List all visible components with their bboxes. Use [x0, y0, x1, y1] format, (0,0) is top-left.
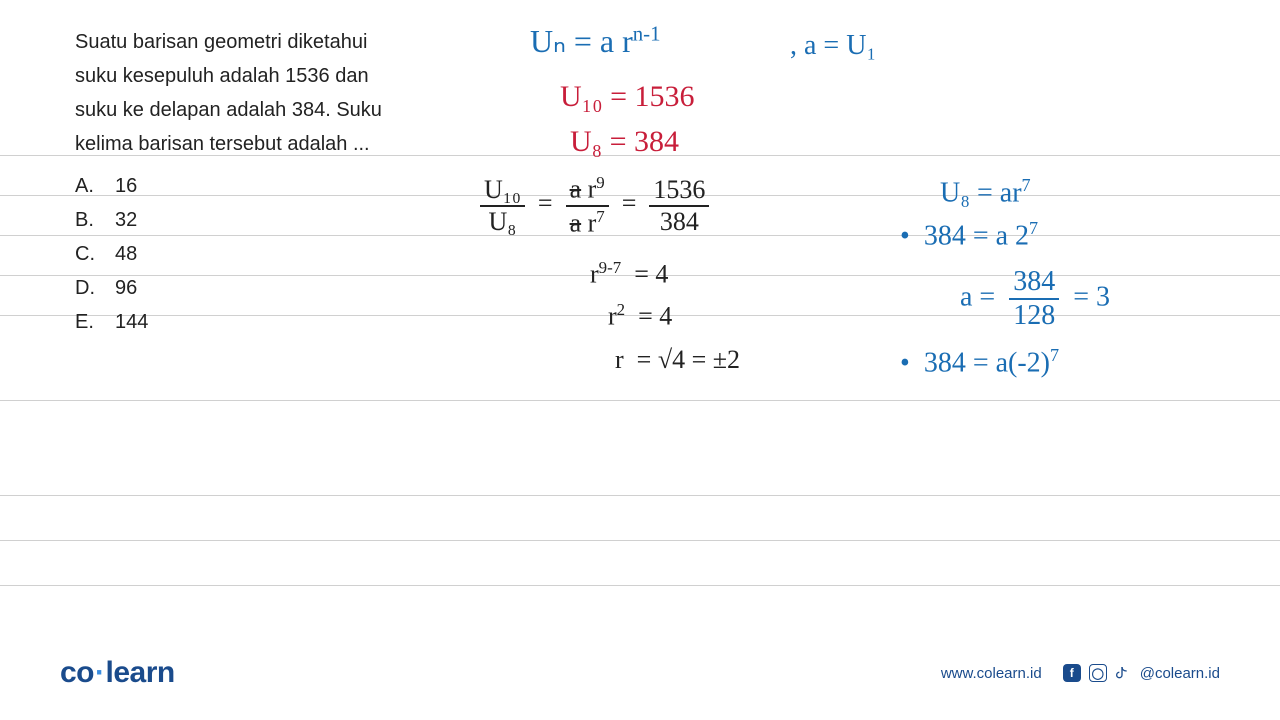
logo-learn: learn	[106, 656, 175, 689]
formula-un: Uₙ = a rn-1	[530, 22, 661, 60]
option-letter: E.	[75, 305, 97, 339]
option-letter: A.	[75, 169, 97, 203]
solve-neg: • 384 = a(-2)7	[900, 345, 1059, 379]
problem-text: Suatu barisan geometri diketahui suku ke…	[75, 25, 415, 161]
option-value: 144	[115, 305, 148, 339]
r-step2: r2 = 4	[608, 300, 672, 332]
r-step3: r = √4 = ±2	[615, 345, 740, 375]
option-letter: B.	[75, 203, 97, 237]
brand-logo: co·learn	[60, 656, 175, 690]
social-icons: f ◯ @colearn.id	[1062, 663, 1220, 683]
option-d: D. 96	[75, 271, 415, 305]
tiktok-icon	[1114, 663, 1134, 683]
option-b: B. 32	[75, 203, 415, 237]
logo-dot-icon: ·	[95, 656, 105, 689]
problem-block: Suatu barisan geometri diketahui suku ke…	[75, 25, 415, 339]
footer: co·learn www.colearn.id f ◯ @colearn.id	[0, 656, 1280, 690]
r-step1: r9-7 = 4	[590, 258, 668, 290]
solve-a-step2: a = 384 128 = 3	[960, 268, 1110, 330]
u10-value: U₁₀ = 1536	[560, 80, 695, 114]
option-value: 48	[115, 237, 137, 271]
solve-a-step1: • 384 = a 27	[900, 218, 1038, 252]
instagram-icon: ◯	[1088, 663, 1108, 683]
option-letter: C.	[75, 237, 97, 271]
footer-handle: @colearn.id	[1140, 665, 1220, 682]
option-value: 16	[115, 169, 137, 203]
facebook-icon: f	[1062, 663, 1082, 683]
options-list: A. 16 B. 32 C. 48 D. 96 E. 144	[75, 169, 415, 339]
option-letter: D.	[75, 271, 97, 305]
option-e: E. 144	[75, 305, 415, 339]
u8-value: U₈ = 384	[570, 125, 679, 159]
a-equals-u1: , a = U₁	[790, 30, 876, 62]
option-value: 32	[115, 203, 137, 237]
option-c: C. 48	[75, 237, 415, 271]
footer-url: www.colearn.id	[941, 665, 1042, 682]
u8-formula: U₈ = ar7	[940, 175, 1031, 209]
logo-co: co	[60, 656, 94, 689]
ratio-equation: U₁₀ U₈ = a r9 a r7 = 1536 384	[480, 175, 709, 236]
option-a: A. 16	[75, 169, 415, 203]
footer-right: www.colearn.id f ◯ @colearn.id	[941, 663, 1220, 683]
option-value: 96	[115, 271, 137, 305]
